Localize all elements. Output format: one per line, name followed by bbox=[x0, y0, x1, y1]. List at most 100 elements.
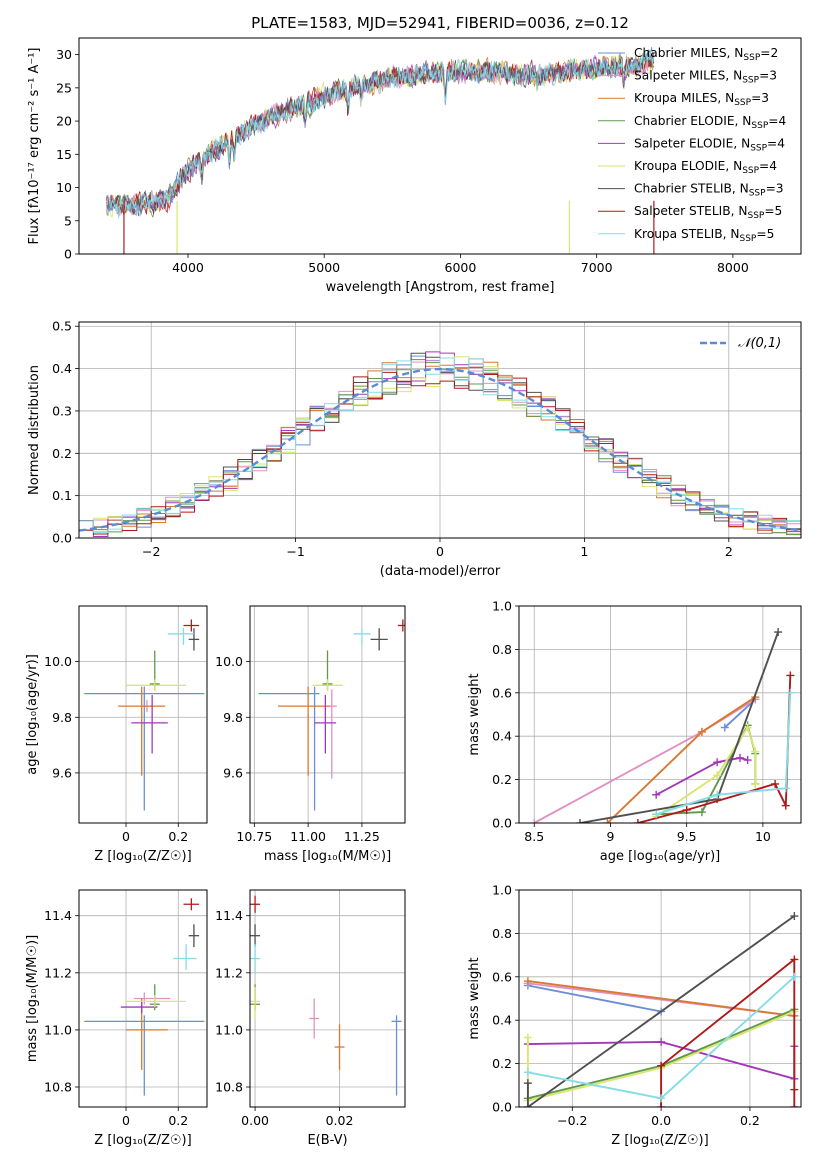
legend-label: 𝒩(0,1) bbox=[738, 336, 781, 351]
legend-value: =5 bbox=[764, 204, 782, 218]
x-tick-label: 0.2 bbox=[168, 1113, 188, 1128]
y-axis-label: mass weight bbox=[467, 673, 482, 755]
x-axis-label: (data-model)/error bbox=[380, 564, 501, 579]
legend-subscript: SSP bbox=[734, 98, 751, 108]
spectrum-legend: Chabrier MILES, NSSP=2 Salpeter MILES, NS… bbox=[598, 46, 786, 244]
legend-label: Kroupa ELODIE, NSSP=4 bbox=[634, 159, 777, 176]
y-tick-label: 1.0 bbox=[492, 883, 512, 898]
y-tick-label: 9.6 bbox=[52, 765, 72, 780]
weight-line bbox=[660, 957, 796, 1107]
x-tick-label: 0.0 bbox=[651, 1113, 671, 1128]
x-axis-label: mass [log₁₀(M/M☉)] bbox=[264, 849, 391, 864]
y-tick-label: 11.2 bbox=[215, 965, 243, 980]
legend-label: Chabrier ELODIE, NSSP=4 bbox=[634, 114, 786, 131]
weight-line bbox=[527, 984, 662, 1013]
residuals-panel: −2 −1 0 1 2 0.0 0.1 0.2 0.3 0.4 0.5 (data-model)/er… bbox=[27, 319, 802, 579]
x-tick-label: 7000 bbox=[581, 260, 613, 275]
age-vs-metallicity-panel: 0 0.2 9.6 9.8 10.0 Z [log₁₀(Z/Z☉)] age [log₁₀(… bbox=[25, 605, 208, 864]
x-axis-label: Z [log₁₀(Z/Z☉)] bbox=[611, 1133, 708, 1148]
x-tick-label: −2 bbox=[142, 544, 160, 559]
legend-value: =4 bbox=[768, 114, 786, 128]
y-tick-label: 10.8 bbox=[44, 1080, 72, 1095]
legend-label: Kroupa MILES, NSSP=3 bbox=[634, 91, 769, 108]
axes-frame bbox=[249, 889, 406, 1108]
x-tick-label: 9 bbox=[606, 829, 614, 844]
y-tick-label: 0.0 bbox=[52, 531, 72, 546]
y-tick-label: 0.8 bbox=[492, 642, 512, 657]
legend-value: =4 bbox=[767, 136, 785, 150]
x-axis-label: E(B-V) bbox=[307, 1133, 347, 1148]
axes-frame bbox=[518, 889, 802, 1108]
mass-vs-metallicity-panel: 0 0.2 10.8 11.0 11.2 11.4 Z [log₁₀(Z/Z☉)] mass … bbox=[25, 889, 208, 1148]
axes-frame bbox=[78, 321, 802, 539]
spectrum-line bbox=[105, 52, 655, 216]
y-tick-label: 0.5 bbox=[52, 319, 72, 334]
weight-vs-age-panel: 8.5 9 9.5 10 0.0 0.2 0.4 0.6 0.8 1.0 age [log₁₀(ag… bbox=[467, 599, 802, 864]
legend-value: =5 bbox=[756, 227, 774, 241]
y-axis-label: mass [log₁₀(M/M☉)] bbox=[25, 935, 40, 1062]
histogram-step bbox=[79, 357, 801, 533]
x-tick-label: 1 bbox=[580, 544, 588, 559]
y-tick-label: 11.4 bbox=[215, 908, 243, 923]
y-tick-label: 0.3 bbox=[52, 403, 72, 418]
y-tick-label: 1.0 bbox=[492, 599, 512, 614]
x-tick-label: 0 bbox=[122, 829, 130, 844]
x-axis-label: Z [log₁₀(Z/Z☉)] bbox=[94, 1133, 191, 1148]
y-tick-label: 15 bbox=[56, 147, 72, 162]
axes-frame bbox=[249, 605, 406, 824]
axes-frame bbox=[78, 889, 208, 1108]
y-axis-label: age [log₁₀(age/yr)] bbox=[25, 654, 40, 775]
x-tick-label: 5000 bbox=[308, 260, 340, 275]
x-tick-label: −0.2 bbox=[557, 1113, 587, 1128]
y-tick-label: 25 bbox=[56, 80, 72, 95]
y-tick-label: 9.8 bbox=[52, 710, 72, 725]
y-tick-label: 0.4 bbox=[52, 361, 72, 376]
errorbar-points bbox=[84, 619, 205, 811]
y-tick-label: 0 bbox=[64, 247, 72, 262]
y-tick-label: 10.8 bbox=[215, 1080, 243, 1095]
x-tick-label: 6000 bbox=[445, 260, 477, 275]
errorbar-points bbox=[258, 619, 405, 811]
weight-vs-metallicity-panel: −0.2 0.0 0.2 0.0 0.2 0.4 0.6 0.8 1.0 Z [log₁₀(Z/Z… bbox=[467, 883, 802, 1148]
mass-vs-reddening-panel: 0.00 0.02 10.8 11.0 11.2 11.4 E(B-V) bbox=[215, 889, 406, 1148]
x-tick-label: 4000 bbox=[172, 260, 204, 275]
spectrum-panel: 4000 5000 6000 7000 8000 0 5 10 15 20 25 30 waveleng… bbox=[27, 37, 802, 295]
legend-subscript: SSP bbox=[747, 211, 764, 221]
weight-line bbox=[724, 698, 756, 729]
y-tick-label: 10.0 bbox=[44, 654, 72, 669]
x-tick-label: 11.00 bbox=[290, 829, 326, 844]
weight-line bbox=[655, 692, 792, 816]
histogram-series bbox=[79, 351, 801, 538]
y-tick-label: 0.0 bbox=[492, 816, 512, 831]
spectrum-lines bbox=[105, 47, 655, 254]
y-tick-label: 10 bbox=[56, 180, 72, 195]
legend-subscript: SSP bbox=[751, 121, 768, 131]
y-tick-label: 5 bbox=[64, 213, 72, 228]
y-tick-label: 0.2 bbox=[492, 1056, 512, 1071]
y-tick-label: 0.4 bbox=[492, 1013, 512, 1028]
x-tick-label: 11.25 bbox=[344, 829, 380, 844]
legend-subscript: SSP bbox=[749, 189, 766, 199]
errorbar-points bbox=[84, 898, 205, 1096]
weight-line bbox=[527, 980, 795, 1017]
weight-lines bbox=[523, 912, 799, 1107]
y-tick-label: 0.8 bbox=[492, 926, 512, 941]
x-axis-label: age [log₁₀(age/yr)] bbox=[600, 849, 721, 864]
y-tick-label: 20 bbox=[56, 114, 72, 129]
y-tick-label: 0.0 bbox=[492, 1100, 512, 1115]
weight-line bbox=[526, 915, 795, 1107]
legend-subscript: SSP bbox=[740, 234, 757, 244]
y-tick-label: 0.6 bbox=[492, 685, 512, 700]
y-tick-label: 0.2 bbox=[492, 772, 512, 787]
axes-frame bbox=[78, 605, 208, 824]
x-tick-label: 0.00 bbox=[241, 1113, 269, 1128]
spectrum-line bbox=[105, 51, 655, 219]
x-tick-label: 0 bbox=[436, 544, 444, 559]
legend-subscript: SSP bbox=[742, 166, 759, 176]
legend-value: =3 bbox=[759, 69, 777, 83]
weight-lines bbox=[530, 628, 795, 823]
normal-curve bbox=[79, 367, 801, 532]
legend-value: =3 bbox=[766, 182, 784, 196]
legend-subscript: SSP bbox=[750, 143, 767, 153]
